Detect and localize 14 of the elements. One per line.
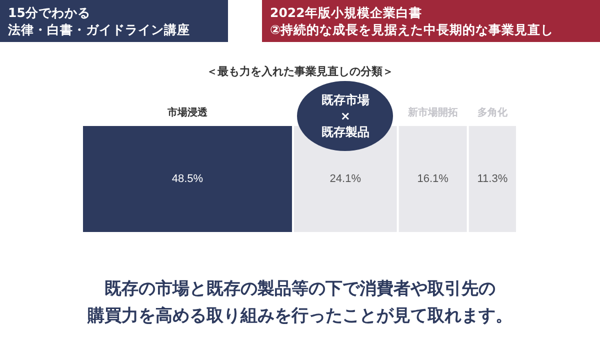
- data-label: 24.1%: [330, 173, 362, 185]
- text: 15分でわかる: [8, 5, 90, 20]
- text: 法律・白書・ガイドライン講座: [8, 22, 190, 37]
- ellipse-callout: 既存市場 × 既存製品: [297, 81, 394, 151]
- data-label: 11.3%: [477, 173, 508, 185]
- chart-title: 2022年版小規模企業白書 ②持続的な成長を見据えた中長期的な事業見直し: [262, 0, 600, 42]
- series-label: 多角化: [477, 106, 508, 118]
- data-label: 16.1%: [417, 173, 449, 185]
- chart-subtitle: ＜最も力を入れた事業見直しの分類＞: [206, 64, 394, 79]
- series-label: 市場浸透: [166, 106, 208, 118]
- series-label: 新市場開拓: [406, 106, 458, 118]
- text: 既存の市場と既存の製品等の下で消費者や取引先の: [104, 279, 496, 299]
- data-label: 48.5%: [172, 173, 204, 185]
- text: 購買力を高める取り組みを行ったことが見て取れます。: [88, 306, 512, 326]
